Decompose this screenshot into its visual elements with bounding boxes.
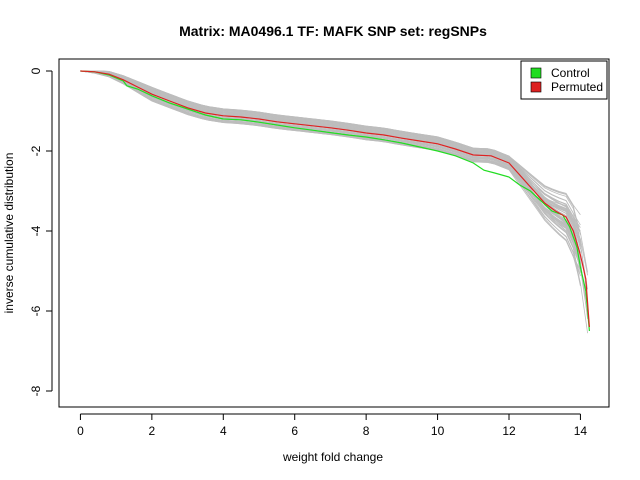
series-line-control bbox=[80, 70, 590, 332]
background-line bbox=[80, 70, 581, 267]
legend-box bbox=[520, 60, 608, 100]
background-line bbox=[80, 70, 588, 302]
y-axis: 0 -2 -4 -6 -8 bbox=[29, 67, 53, 396]
x-tick-label: 0 bbox=[77, 424, 84, 438]
background-line bbox=[80, 70, 581, 260]
background-line bbox=[80, 70, 588, 309]
x-tick-label: 8 bbox=[363, 424, 370, 438]
background-line bbox=[80, 70, 581, 267]
background-line bbox=[80, 70, 581, 265]
x-tick-label: 4 bbox=[220, 424, 227, 438]
x-tick-label: 2 bbox=[149, 424, 156, 438]
background-line bbox=[80, 70, 588, 334]
y-axis-label: inverse cumulative distribution bbox=[2, 153, 16, 314]
background-line bbox=[80, 70, 581, 266]
x-tick-label: 14 bbox=[574, 424, 588, 438]
x-axis-label: weight fold change bbox=[282, 450, 383, 464]
background-line bbox=[80, 70, 581, 262]
plot-frame bbox=[58, 58, 610, 408]
y-tick-label: -4 bbox=[29, 225, 43, 236]
x-tick-label: 12 bbox=[502, 424, 516, 438]
y-tick-label: -8 bbox=[29, 385, 43, 396]
background-line bbox=[80, 70, 581, 254]
y-tick-label: -2 bbox=[29, 145, 43, 156]
chart-title: Matrix: MA0496.1 TF: MAFK SNP set: regSN… bbox=[179, 23, 487, 39]
x-tick-label: 10 bbox=[431, 424, 445, 438]
background-line bbox=[80, 70, 588, 318]
y-tick-label: 0 bbox=[29, 67, 43, 74]
background-line bbox=[80, 70, 581, 226]
legend-label: Control bbox=[551, 66, 590, 80]
background-line bbox=[80, 70, 581, 277]
background-line bbox=[80, 70, 588, 319]
background-line bbox=[80, 70, 581, 284]
legend-swatch bbox=[530, 81, 542, 93]
series-line-permuted bbox=[80, 70, 590, 328]
background-line bbox=[80, 70, 581, 286]
legend-label: Permuted bbox=[551, 80, 603, 94]
background-line bbox=[80, 70, 588, 290]
x-tick-label: 6 bbox=[291, 424, 298, 438]
legend-swatch bbox=[530, 67, 542, 79]
background-permutation-lines bbox=[80, 70, 588, 334]
x-axis: 0 2 4 6 8 10 12 14 bbox=[77, 413, 588, 438]
background-line bbox=[80, 70, 581, 286]
y-tick-label: -6 bbox=[29, 305, 43, 316]
series-lines bbox=[80, 70, 590, 332]
